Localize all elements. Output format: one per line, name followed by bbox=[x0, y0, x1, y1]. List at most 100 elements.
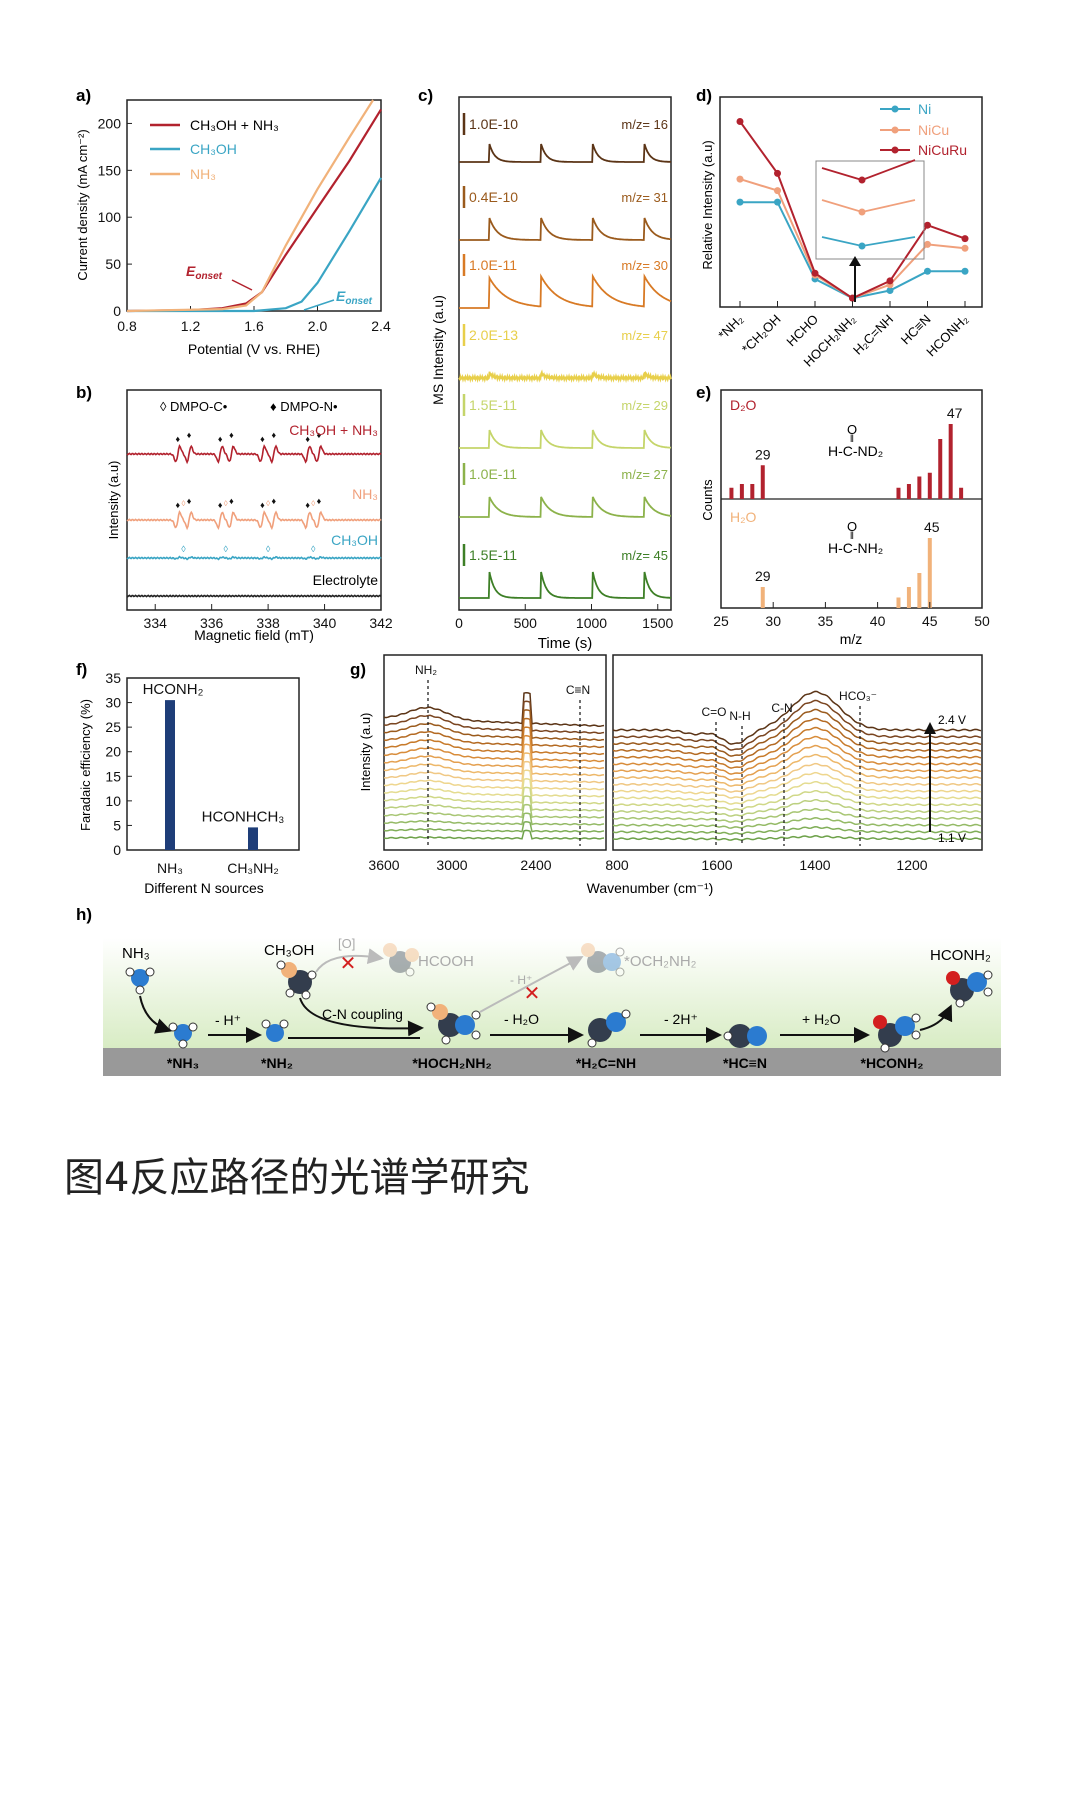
legend-dot-nicuru bbox=[891, 146, 899, 154]
spectrum-left-15 bbox=[383, 821, 605, 833]
molecule-hoch2nh2 bbox=[426, 1002, 481, 1045]
y-tick-label: 50 bbox=[105, 256, 121, 272]
spectrum-right-7 bbox=[612, 753, 982, 787]
series-line-0 bbox=[740, 201, 965, 300]
x-tick-label: 1000 bbox=[576, 615, 607, 631]
spectrum-right-13 bbox=[612, 807, 982, 823]
mz-label-5: m/z= 27 bbox=[621, 467, 668, 482]
figure-caption: 图4反应路径的光谱学研究 bbox=[64, 1155, 530, 1201]
epr-spectrum-1 bbox=[126, 510, 382, 531]
x-tick-label: 2400 bbox=[520, 857, 551, 873]
peak-label: 29 bbox=[755, 446, 771, 462]
diamond-filled-icon: ♦ bbox=[270, 399, 280, 414]
diamond-open-icon: ◊ bbox=[160, 399, 170, 414]
spectrum-left-11 bbox=[383, 786, 605, 805]
panel-f-ticks: 0 5 10 15 20 25 30 35 bbox=[105, 670, 132, 858]
x-tick-label: 0 bbox=[455, 615, 463, 631]
legend-dmpo-n: ♦ DMPO-N• bbox=[270, 399, 338, 414]
panel-a-ylabel: Current density (mA cm⁻²) bbox=[75, 129, 90, 280]
data-point bbox=[886, 277, 894, 285]
formula-h-o: O bbox=[847, 519, 857, 534]
peak-label-0: NH₂ bbox=[415, 663, 437, 677]
ms-trace-1 bbox=[459, 217, 672, 241]
spectrum-right-10 bbox=[612, 780, 982, 805]
bar-1-44 bbox=[917, 573, 922, 608]
legend-dot-ni bbox=[891, 105, 899, 113]
ms-trace-3 bbox=[458, 369, 672, 384]
mz-label-4: m/z= 29 bbox=[621, 398, 668, 413]
spectrum-left-8 bbox=[383, 760, 605, 784]
data-point bbox=[924, 221, 931, 229]
panel-d-ylabel: Relative Intensity (a.u) bbox=[700, 140, 715, 269]
dmpo-c-marker: ◊ bbox=[224, 499, 228, 508]
panel-g-series bbox=[383, 690, 982, 841]
data-point bbox=[774, 187, 781, 195]
panel-e-xlabel: m/z bbox=[840, 631, 863, 647]
category-label: *NH₂ bbox=[715, 312, 746, 343]
x-tick-label: 1600 bbox=[701, 857, 732, 873]
data-point bbox=[774, 169, 781, 177]
x-tick-label: 500 bbox=[514, 615, 538, 631]
formula-h-double-bond: ‖ bbox=[850, 531, 854, 542]
panel-f-bars: HCONH₂ NH₃ HCONHCH₃ CH₃NH₂ bbox=[143, 681, 285, 876]
legend-nicuru: NiCuRu bbox=[918, 142, 967, 158]
spectrum-right-1 bbox=[612, 699, 982, 751]
inset-dot-nicu bbox=[858, 208, 866, 216]
panel-e-bars: 29 47 29 45 bbox=[729, 405, 964, 608]
catalyst-surface bbox=[103, 1048, 1001, 1076]
series-line-1 bbox=[739, 178, 966, 300]
bar-1-45 bbox=[927, 538, 932, 608]
species-och2nh2: *OCH₂NH₂ bbox=[624, 953, 697, 970]
panel-a-series bbox=[126, 99, 382, 313]
ms-trace-5 bbox=[459, 496, 671, 518]
species-hcooh: HCOOH bbox=[418, 953, 474, 970]
intermediate-hcn: *HC≡N bbox=[723, 1055, 767, 1071]
data-point bbox=[811, 269, 819, 277]
formula-d-o: O bbox=[847, 422, 857, 437]
x-tick-label: 342 bbox=[369, 615, 393, 631]
eonset-cyan-arrow bbox=[303, 299, 335, 311]
data-point bbox=[886, 286, 894, 294]
panel-g-frame-right bbox=[612, 654, 983, 851]
bar-0 bbox=[165, 700, 175, 850]
bar-0-29 bbox=[760, 465, 765, 499]
x-tick-label: 338 bbox=[256, 615, 280, 631]
dmpo-c-marker: ◊ bbox=[266, 499, 270, 508]
legend-nh3: NH₃ bbox=[190, 166, 216, 182]
panel-f-xlabel: Different N sources bbox=[144, 880, 264, 896]
panel-c: c) 1.0E-10 m/z= 16 0.4E-10 m/z= 31 1.0E-11 m/… bbox=[418, 86, 674, 652]
panel-e-ylabel: Counts bbox=[700, 479, 715, 521]
epr-spectrum-3 bbox=[126, 594, 382, 598]
dmpo-c-marker: ◊ bbox=[224, 544, 229, 554]
peak-label-2: C=O bbox=[701, 705, 726, 719]
series-line-1 bbox=[127, 177, 382, 313]
epr-spectrum-0 bbox=[126, 444, 382, 465]
step-cn-coupling: C-N coupling bbox=[322, 1006, 403, 1022]
epr-label-ch3oh: CH₃OH bbox=[331, 532, 378, 548]
ms-trace-6 bbox=[459, 571, 671, 599]
peak-label: 29 bbox=[755, 568, 771, 584]
dmpo-n-marker: ♦ bbox=[317, 430, 322, 440]
panel-g: g) NH₂ C≡N C=O N-H C-N HCO₃⁻ 2.4 V 1.1 V 3600… bbox=[350, 654, 983, 896]
inset-arrowhead bbox=[849, 256, 861, 266]
bar-label-0: HCONH₂ bbox=[143, 681, 204, 698]
bar-label-1: HCONHCH₃ bbox=[202, 808, 285, 825]
x-tick-label: 2.0 bbox=[308, 318, 328, 334]
y-tick-label: 0 bbox=[113, 842, 121, 858]
step-minus-h: - H⁺ bbox=[215, 1012, 241, 1028]
x-tick-label: 3600 bbox=[368, 857, 399, 873]
intermediate-nh2: *NH₂ bbox=[261, 1055, 293, 1071]
voltage-low: 1.1 V bbox=[938, 831, 966, 845]
y-tick-label: 5 bbox=[113, 817, 121, 833]
bar-0-42 bbox=[896, 487, 901, 499]
panel-c-label: c) bbox=[418, 86, 433, 105]
x-tick-label: 0.8 bbox=[117, 318, 137, 334]
molecule-hcooh bbox=[383, 943, 419, 977]
peak-label-4: C-N bbox=[771, 701, 792, 715]
panel-f-label: f) bbox=[76, 660, 87, 679]
legend-ch3oh: CH₃OH bbox=[190, 141, 237, 157]
dmpo-n-marker: ♦ bbox=[176, 500, 181, 510]
scale-label-0: 1.0E-10 bbox=[469, 116, 518, 132]
x-tick-label: 334 bbox=[144, 615, 168, 631]
scale-label-5: 1.0E-11 bbox=[469, 466, 517, 482]
